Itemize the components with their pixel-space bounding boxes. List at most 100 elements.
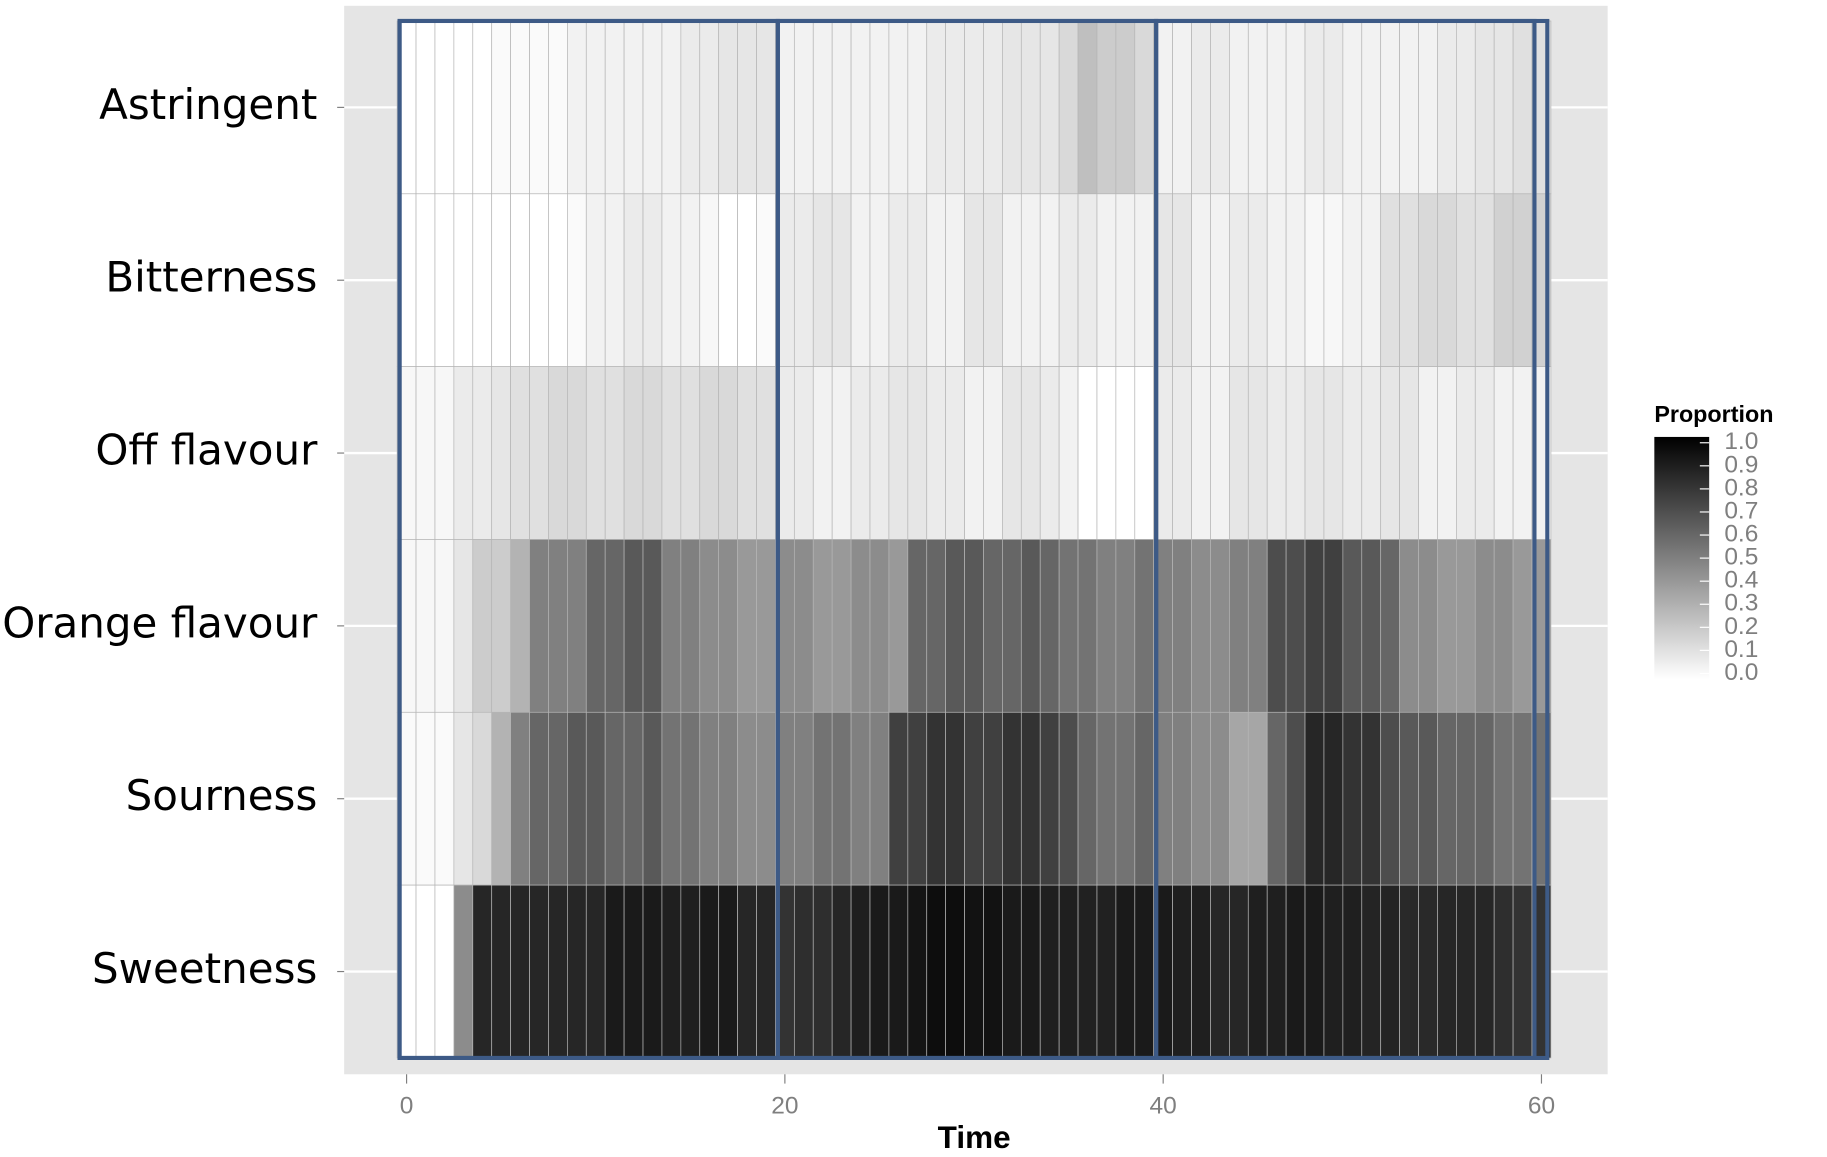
- heat-cell: [472, 884, 493, 1059]
- heat-cell: [604, 884, 625, 1059]
- heat-cell: [1191, 884, 1211, 1059]
- heat-cell: [415, 366, 436, 540]
- heat-cell: [888, 884, 909, 1059]
- heat-cell: [491, 20, 511, 195]
- heat-cell: [548, 366, 568, 540]
- heat-cell: [548, 20, 568, 195]
- heat-cell: [604, 711, 625, 886]
- heat-cell: [1285, 539, 1306, 713]
- heat-cell: [415, 884, 436, 1059]
- heat-cell: [1437, 711, 1457, 886]
- heat-cell: [1361, 884, 1382, 1059]
- heat-cell: [491, 193, 511, 367]
- heat-cell: [1002, 20, 1022, 195]
- heat-cell: [756, 193, 776, 367]
- heat-cell: [548, 193, 568, 367]
- heat-cell: [1342, 366, 1363, 540]
- heat-cell: [1191, 711, 1211, 886]
- heat-cell: [1134, 366, 1155, 540]
- heat-cell: [1474, 366, 1495, 540]
- heat-cell: [1229, 539, 1249, 713]
- heat-cell: [1418, 20, 1438, 195]
- heat-cell: [510, 711, 530, 886]
- heat-cell: [699, 20, 720, 195]
- heat-cell: [1342, 20, 1363, 195]
- heat-cell: [623, 366, 644, 540]
- heat-cell: [1285, 20, 1306, 195]
- heat-cell: [661, 20, 682, 195]
- heat-cell: [680, 711, 701, 886]
- heat-cell: [491, 884, 511, 1059]
- heat-cell: [1096, 539, 1117, 713]
- heat-cell: [1361, 711, 1382, 886]
- heat-cell: [1342, 539, 1363, 713]
- heat-cell: [1380, 20, 1400, 195]
- heat-cell: [548, 711, 568, 886]
- heat-cell: [1266, 884, 1287, 1059]
- heat-cell: [1285, 193, 1306, 367]
- heat-cell: [1455, 539, 1476, 713]
- heat-cell: [680, 884, 701, 1059]
- heat-cell: [1512, 366, 1533, 540]
- heat-cell: [756, 539, 776, 713]
- heat-cell: [1172, 884, 1192, 1059]
- heat-cell: [434, 20, 455, 195]
- heat-cell: [1191, 20, 1211, 195]
- heat-cell: [926, 539, 947, 713]
- heat-cell: [585, 884, 606, 1059]
- heat-cell: [1096, 711, 1117, 886]
- heat-cell: [1020, 884, 1041, 1059]
- heat-cell: [983, 20, 1003, 195]
- heat-cell: [1455, 20, 1476, 195]
- heat-cell: [831, 884, 852, 1059]
- heat-cell: [812, 20, 833, 195]
- heat-cell: [1058, 711, 1079, 886]
- heat-cell: [1134, 884, 1155, 1059]
- heat-cell: [793, 711, 814, 886]
- heat-cell: [737, 366, 757, 540]
- heat-cell: [850, 711, 871, 886]
- heat-cell: [945, 539, 965, 713]
- heat-cell: [983, 884, 1003, 1059]
- heat-cell: [1134, 711, 1155, 886]
- heat-cell: [869, 366, 890, 540]
- heat-cell: [567, 20, 587, 195]
- x-tick-label: 60: [1528, 1092, 1555, 1119]
- heat-cell: [1247, 884, 1268, 1059]
- heat-cell: [1493, 20, 1514, 195]
- heat-cell: [699, 884, 720, 1059]
- heat-cell: [1096, 366, 1117, 540]
- heat-cell: [1512, 711, 1533, 886]
- heat-cell: [1304, 884, 1325, 1059]
- heat-cell: [1210, 193, 1230, 367]
- heat-cell: [737, 884, 757, 1059]
- heat-cell: [793, 20, 814, 195]
- y-tick-label: Bitterness: [105, 253, 317, 302]
- x-tick-label: 0: [400, 1092, 414, 1119]
- heat-cell: [1493, 884, 1514, 1059]
- heat-cell: [1229, 366, 1249, 540]
- heat-cell: [1380, 884, 1400, 1059]
- heat-cell: [510, 539, 530, 713]
- heat-cell: [793, 539, 814, 713]
- heat-cell: [1229, 884, 1249, 1059]
- heat-cell: [1361, 366, 1382, 540]
- heat-cell: [1077, 193, 1098, 367]
- heat-cell: [529, 20, 549, 195]
- heat-cell: [1115, 193, 1136, 367]
- heat-cell: [1304, 539, 1325, 713]
- heat-cell: [491, 366, 511, 540]
- heat-cell: [1285, 711, 1306, 886]
- heat-cell: [1399, 20, 1419, 195]
- x-tick-label: 20: [771, 1092, 798, 1119]
- heat-cell: [567, 193, 587, 367]
- heat-cell: [1247, 539, 1268, 713]
- heat-cell: [1096, 884, 1117, 1059]
- heat-cell: [812, 366, 833, 540]
- heat-cell: [415, 711, 436, 886]
- heat-cell: [472, 711, 493, 886]
- heat-cell: [1002, 366, 1022, 540]
- heat-cell: [1247, 711, 1268, 886]
- heat-cell: [888, 20, 909, 195]
- heat-cell: [983, 539, 1003, 713]
